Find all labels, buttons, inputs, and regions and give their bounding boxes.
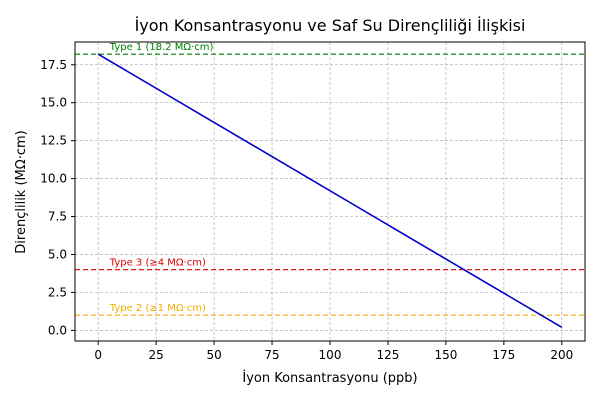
- reference-line-label: Type 2 (≥1 MΩ·cm): [109, 303, 206, 314]
- x-tick-label: 150: [434, 348, 457, 362]
- x-tick-label: 175: [492, 348, 515, 362]
- x-tick-label: 0: [94, 348, 102, 362]
- chart-title: İyon Konsantrasyonu ve Saf Su Dirençlili…: [135, 16, 526, 35]
- reference-line-label: Type 1 (18.2 MΩ·cm): [109, 42, 214, 53]
- x-tick-label: 200: [550, 348, 573, 362]
- y-tick-label: 15.0: [40, 96, 67, 110]
- x-tick-label: 50: [206, 348, 221, 362]
- y-tick-label: 2.5: [48, 285, 67, 299]
- y-tick-label: 0.0: [48, 323, 67, 337]
- y-tick-label: 17.5: [40, 58, 67, 72]
- x-tick-label: 25: [148, 348, 163, 362]
- x-tick-label: 100: [319, 348, 342, 362]
- reference-lines: Type 1 (18.2 MΩ·cm) Type 3 (≥4 MΩ·cm) Type…: [75, 42, 585, 316]
- x-tick-label: 75: [264, 348, 279, 362]
- x-axis: 0 25 50 75 100 125 150 175 200: [94, 341, 573, 362]
- y-tick-label: 5.0: [48, 247, 67, 261]
- y-tick-label: 12.5: [40, 134, 67, 148]
- series-layer: [97, 53, 563, 329]
- grid-layer: [75, 42, 585, 341]
- y-axis-label: Dirençlilik (MΩ·cm): [14, 130, 29, 253]
- y-tick-label: 7.5: [48, 210, 67, 224]
- x-tick-label: 125: [377, 348, 400, 362]
- x-axis-label: İyon Konsantrasyonu (ppb): [242, 370, 417, 386]
- series-line: [97, 53, 563, 329]
- y-tick-label: 10.0: [40, 172, 67, 186]
- y-axis: 0.0 2.5 5.0 7.5 10.0 12.5 15.0 17.5: [40, 58, 75, 337]
- reference-line-label: Type 3 (≥4 MΩ·cm): [109, 258, 206, 269]
